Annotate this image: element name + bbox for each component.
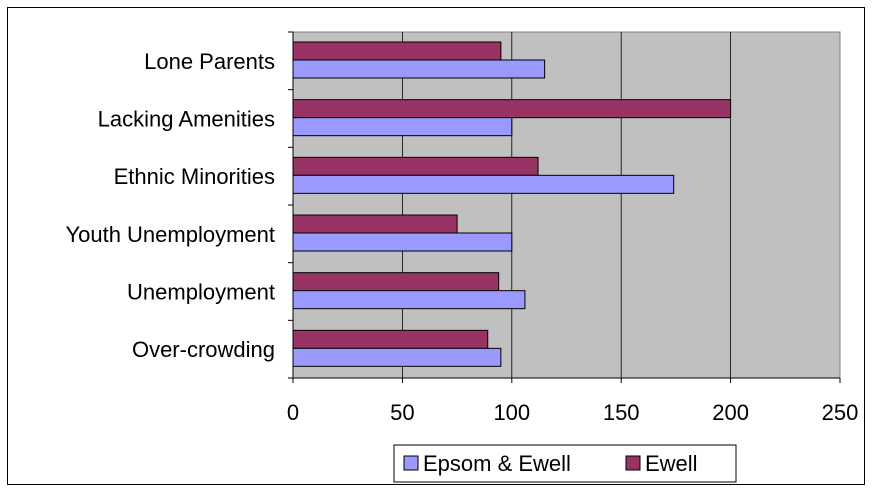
x-tick-label: 50 [390,400,414,425]
category-label: Youth Unemployment [65,222,275,247]
category-labels: Lone Parents Lacking Amenities Ethnic Mino… [65,49,275,362]
category-label: Ethnic Minorities [114,164,275,189]
bars [292,41,732,367]
gridlines [401,32,731,378]
bar [292,156,539,176]
category-label: Lacking Amenities [98,107,275,132]
legend-swatch-ewell [625,455,641,471]
bar [292,232,513,252]
category-label: Over-crowding [132,337,275,362]
bar [292,329,489,349]
bar [292,59,546,79]
plot-area [292,31,841,379]
bar [292,99,732,119]
legend-swatch-epsom-ewell [403,455,419,471]
bar [292,174,675,194]
axes [288,31,841,383]
x-tick-label: 100 [493,400,530,425]
x-tick-label: 0 [287,400,299,425]
category-label: Lone Parents [144,49,275,74]
bar [292,347,502,367]
legend-box [393,444,737,483]
bar [292,41,502,61]
x-tick-labels: 0 50 100 150 200 250 [287,400,858,425]
x-tick-label: 250 [822,400,859,425]
x-tick-label: 200 [712,400,749,425]
legend-label-ewell: Ewell [645,451,698,476]
bar [292,117,513,137]
bar [292,214,458,234]
legend-label-epsom-ewell: Epsom & Ewell [423,451,571,476]
legend: Epsom & Ewell Ewell [393,444,737,483]
category-label: Unemployment [127,280,275,305]
x-tick-label: 150 [603,400,640,425]
bar [292,272,500,292]
bar [292,290,526,310]
